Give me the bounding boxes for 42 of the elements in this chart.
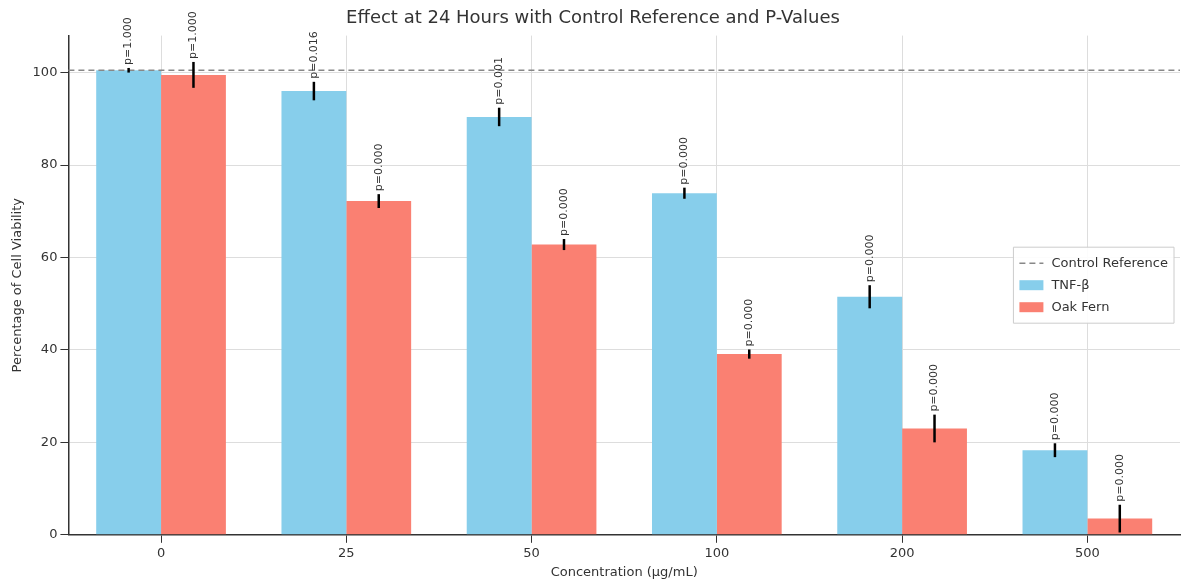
bar [281,91,347,535]
bar [837,296,903,535]
y-tick-label: 80 [40,156,58,172]
x-tick-label: 50 [523,544,540,560]
chart-title: Effect at 24 Hours with Control Reference and P-Values [346,6,840,28]
bar [716,354,782,535]
bar [96,70,162,535]
x-tick-label: 100 [704,544,730,560]
legend-label: TNF-β [1050,276,1090,292]
annotation: p=0.000 [1112,454,1126,502]
y-axis-title: Percentage of Cell Viability [9,197,25,373]
x-tick-label: 500 [1074,544,1100,560]
bar [1087,518,1153,535]
x-tick-label: 25 [338,544,355,560]
annotation: p=1.000 [186,11,200,59]
bar [652,193,717,535]
bar [531,244,597,535]
bar [346,201,412,535]
annotation: p=1.000 [121,17,135,65]
bar [161,74,226,535]
annotation: p=0.000 [862,234,876,283]
annotation: p=0.016 [306,31,320,79]
annotation: p=0.000 [742,298,756,347]
y-tick-label: 20 [40,433,58,449]
bar [1022,450,1088,535]
x-tick-label: 0 [156,544,166,560]
bar [902,428,967,535]
annotation: p=0.000 [927,363,941,412]
annotation: p=0.000 [371,143,385,192]
y-tick-label: 100 [32,63,58,79]
annotation: p=0.000 [677,136,691,185]
x-axis-title: Concentration (µg/mL) [550,563,698,579]
y-tick-label: 40 [40,341,58,357]
annotation: p=0.000 [1047,392,1061,441]
annotation: p=0.001 [492,57,506,105]
y-tick-label: 0 [49,526,58,542]
legend-label: Control Reference [1051,254,1169,270]
legend-label: Oak Fern [1051,298,1110,314]
bar [466,116,532,535]
y-tick-label: 60 [40,248,58,264]
annotation: p=0.000 [556,188,570,236]
x-tick-label: 200 [889,544,915,560]
